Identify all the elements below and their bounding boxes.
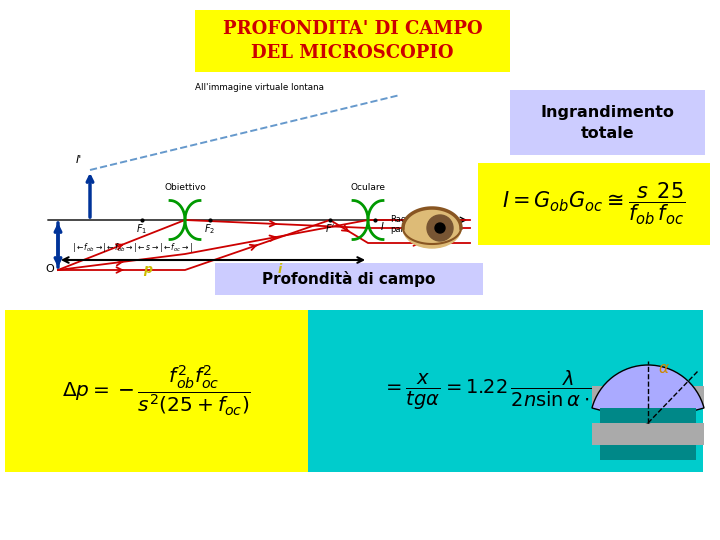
- Text: $\boldsymbol{p}$: $\boldsymbol{p}$: [143, 264, 153, 278]
- Text: Ingrandimento
totale: Ingrandimento totale: [541, 105, 675, 140]
- Circle shape: [427, 215, 453, 241]
- Text: Oculare: Oculare: [351, 183, 385, 192]
- Text: Raggi
paralleli: Raggi paralleli: [390, 214, 424, 234]
- Circle shape: [435, 223, 445, 233]
- Wedge shape: [592, 365, 704, 423]
- Text: I': I': [76, 155, 82, 165]
- FancyBboxPatch shape: [5, 310, 308, 472]
- Text: Obiettivo: Obiettivo: [164, 183, 206, 192]
- Text: $\Delta p = -\dfrac{f_{ob}^2 f_{oc}^2}{s^2(25+f_{oc})}$: $\Delta p = -\dfrac{f_{ob}^2 f_{oc}^2}{s…: [62, 364, 251, 418]
- FancyBboxPatch shape: [195, 10, 510, 72]
- Text: All'immagine virtuale lontana: All'immagine virtuale lontana: [195, 83, 324, 92]
- FancyBboxPatch shape: [600, 408, 696, 423]
- Text: I: I: [381, 222, 384, 232]
- FancyBboxPatch shape: [215, 263, 483, 295]
- Text: $F_1$: $F_1$: [136, 222, 148, 236]
- Text: $\boldsymbol{i}$: $\boldsymbol{i}$: [276, 262, 283, 276]
- Text: $= \dfrac{x}{tg\alpha} = 1.22\,\dfrac{\lambda}{2n\sin\alpha \cdot tg\alpha}$: $= \dfrac{x}{tg\alpha} = 1.22\,\dfrac{\l…: [382, 369, 629, 413]
- FancyBboxPatch shape: [600, 445, 696, 460]
- Text: $\alpha$: $\alpha$: [658, 361, 670, 376]
- Text: PROFONDITA' DI CAMPO
DEL MICROSCOPIO: PROFONDITA' DI CAMPO DEL MICROSCOPIO: [222, 19, 482, 63]
- FancyBboxPatch shape: [592, 386, 704, 408]
- Text: Profondità di campo: Profondità di campo: [262, 271, 436, 287]
- FancyBboxPatch shape: [478, 163, 710, 245]
- FancyBboxPatch shape: [592, 423, 704, 445]
- FancyBboxPatch shape: [308, 310, 703, 472]
- FancyBboxPatch shape: [510, 90, 705, 155]
- Text: O: O: [45, 264, 54, 274]
- Text: $|\leftarrow f_{ob}\rightarrow|\leftarrow f_{ob}\rightarrow|\leftarrow s \righta: $|\leftarrow f_{ob}\rightarrow|\leftarro…: [72, 241, 193, 254]
- Text: $F'$: $F'$: [325, 222, 335, 234]
- Ellipse shape: [403, 208, 461, 248]
- Text: $F_2$: $F_2$: [204, 222, 215, 236]
- Text: $I = G_{ob}G_{oc} \cong \dfrac{s}{f_{ob}}\dfrac{25}{f_{oc}}$: $I = G_{ob}G_{oc} \cong \dfrac{s}{f_{ob}…: [503, 181, 685, 227]
